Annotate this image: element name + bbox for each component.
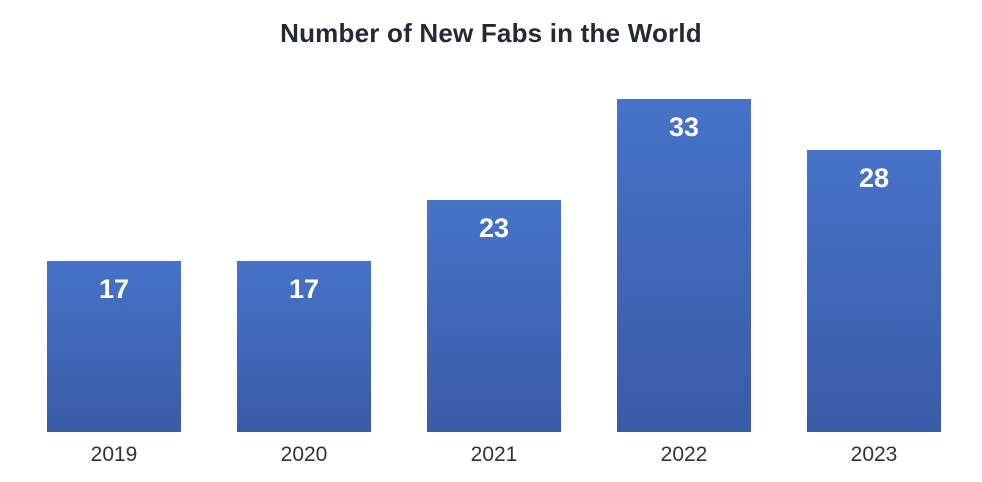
chart-title: Number of New Fabs in the World (280, 18, 702, 48)
bar-column: 28 (779, 79, 969, 432)
plot-area: 17 17 23 33 28 (19, 79, 969, 432)
x-axis-tick-label: 2021 (470, 443, 518, 466)
bar-column: 33 (589, 79, 779, 432)
x-axis: 2019 2020 2021 2022 2023 (19, 432, 969, 482)
bar-data-label: 23 (478, 213, 510, 244)
bar-column: 23 (399, 79, 589, 432)
bar-data-label: 17 (98, 273, 130, 304)
bar-column: 17 (19, 79, 209, 432)
bar-data-label: 17 (288, 273, 320, 304)
x-axis-tick-label: 2020 (280, 443, 328, 466)
bar-data-label: 28 (858, 162, 890, 193)
bar: 17 (46, 260, 182, 432)
x-axis-tick-label: 2019 (90, 443, 138, 466)
bar: 23 (426, 200, 562, 432)
bar: 28 (806, 149, 942, 432)
x-axis-tick-label: 2022 (660, 443, 708, 466)
bar-data-label: 33 (668, 112, 700, 143)
bar-column: 17 (209, 79, 399, 432)
bar: 17 (236, 260, 372, 432)
bar: 33 (616, 99, 752, 432)
x-axis-tick-label: 2023 (850, 443, 898, 466)
